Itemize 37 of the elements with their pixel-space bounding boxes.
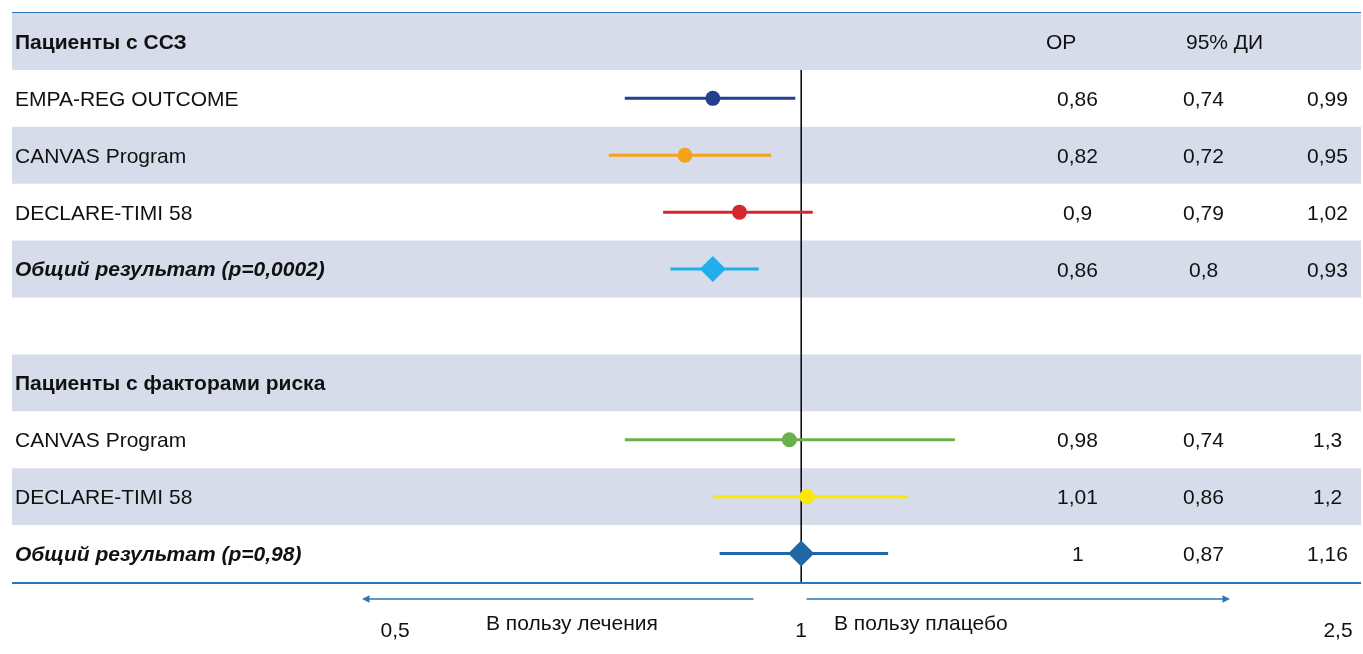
text: В пользу лечения (486, 611, 658, 634)
annotation: 0,74 (1183, 428, 1225, 451)
annotation: 0,74 (1183, 87, 1225, 110)
y-tick-label: CANVAS Program (15, 143, 187, 167)
annotation: 1 (1072, 542, 1084, 565)
annotation: 0,9 (1063, 201, 1093, 224)
y-tick-label: Общий результат (p=0,0002) (15, 257, 325, 281)
y-tick-label: Пациенты с факторами риска (15, 371, 326, 395)
y-tick-label: DECLARE-TIMI 58 (15, 485, 193, 508)
annotation: 1,2 (1313, 485, 1343, 508)
annotation: 0,95 (1307, 144, 1348, 167)
y-tick-label: EMPA-REG OUTCOME (15, 86, 239, 110)
annotation: 0,99 (1307, 87, 1348, 110)
annotation: 0,86 (1183, 485, 1224, 508)
y-tick-label: DECLARE-TIMI 58 (15, 200, 193, 224)
annotation: 1,16 (1307, 542, 1348, 565)
annotation: 1,02 (1307, 201, 1348, 224)
annotation: 0,8 (1189, 258, 1219, 281)
x-tick-label: 2,5 (1323, 617, 1353, 641)
annotation: 0,98 (1057, 428, 1098, 451)
annotation: ОР (1046, 30, 1077, 53)
y-tick-label: CANVAS Program (15, 428, 187, 452)
y-tick-label: Общий результат (p=0,98) (15, 541, 302, 565)
annotation: 1,3 (1313, 428, 1343, 451)
annotation: 1,01 (1057, 485, 1098, 508)
annotation: 0,93 (1307, 258, 1348, 281)
x-tick-label: 0,5 (380, 617, 410, 641)
annotation: 0,79 (1183, 201, 1224, 224)
annotation: 0,86 (1057, 87, 1098, 110)
annotation: 0,87 (1183, 542, 1224, 565)
annotation: 95% ДИ (1186, 30, 1264, 53)
y-tick-label: Пациенты с ССЗ (15, 29, 187, 53)
x-tick-label: 1 (795, 617, 808, 641)
annotation: 0,86 (1057, 258, 1098, 281)
annotation: 0,82 (1057, 144, 1098, 167)
text: В пользу плацебо (834, 611, 1008, 634)
annotation: 0,72 (1183, 144, 1224, 167)
